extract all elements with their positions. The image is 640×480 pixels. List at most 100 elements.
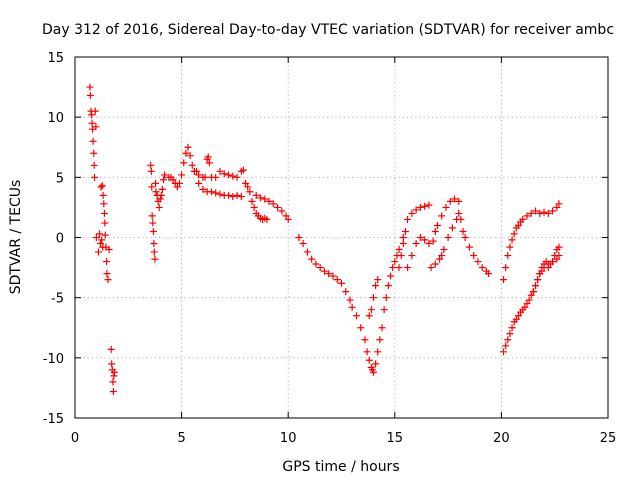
data-point bbox=[91, 107, 99, 115]
data-point bbox=[99, 191, 107, 199]
data-point bbox=[220, 170, 228, 178]
data-point bbox=[404, 215, 412, 223]
y-tick-label: 15 bbox=[47, 51, 64, 66]
data-point bbox=[152, 179, 160, 187]
data-point bbox=[502, 264, 510, 272]
data-point bbox=[103, 270, 111, 278]
data-point bbox=[538, 264, 546, 272]
data-point bbox=[412, 206, 420, 214]
data-point bbox=[295, 234, 303, 241]
data-point bbox=[212, 189, 220, 197]
data-point bbox=[148, 183, 156, 191]
y-tick-label: -5 bbox=[51, 292, 64, 307]
data-point bbox=[237, 193, 245, 201]
y-tick-label: 5 bbox=[56, 171, 64, 186]
data-point bbox=[101, 231, 109, 239]
data-point bbox=[265, 197, 273, 205]
y-tick-label: 10 bbox=[47, 111, 64, 126]
y-axis-title: SDTVAR / TECUs bbox=[8, 180, 24, 295]
data-point bbox=[325, 270, 333, 278]
data-point bbox=[427, 264, 435, 272]
data-point bbox=[551, 252, 559, 260]
data-point bbox=[199, 185, 207, 193]
data-point bbox=[436, 255, 444, 263]
data-point bbox=[261, 195, 269, 203]
data-point bbox=[500, 348, 508, 356]
data-point bbox=[555, 200, 563, 208]
data-point bbox=[303, 248, 311, 256]
data-point bbox=[342, 288, 350, 296]
data-point bbox=[169, 176, 177, 184]
data-point bbox=[540, 208, 548, 216]
data-point bbox=[448, 224, 456, 232]
data-point bbox=[109, 388, 117, 396]
data-point bbox=[90, 161, 98, 169]
data-point bbox=[263, 215, 271, 223]
data-point bbox=[504, 252, 512, 260]
data-point bbox=[399, 234, 407, 241]
data-point bbox=[416, 234, 424, 241]
data-point bbox=[519, 215, 527, 223]
data-point bbox=[274, 203, 282, 211]
data-point bbox=[474, 258, 482, 266]
data-point bbox=[147, 161, 155, 169]
data-point bbox=[182, 149, 190, 157]
data-point bbox=[233, 191, 241, 199]
y-tick-label: -15 bbox=[43, 412, 64, 427]
data-point bbox=[190, 167, 198, 175]
data-point bbox=[97, 183, 105, 191]
data-point bbox=[536, 209, 544, 217]
x-tick-label: 10 bbox=[280, 431, 297, 446]
data-point bbox=[312, 260, 320, 268]
data-point bbox=[229, 193, 237, 201]
data-point bbox=[438, 252, 446, 260]
data-point bbox=[244, 183, 252, 191]
data-point bbox=[98, 236, 106, 244]
data-point bbox=[461, 234, 469, 241]
x-tick-label: 5 bbox=[177, 431, 185, 446]
data-point bbox=[433, 221, 441, 229]
data-point bbox=[149, 219, 157, 227]
data-point bbox=[553, 255, 561, 263]
data-point bbox=[514, 221, 522, 229]
data-point bbox=[527, 291, 535, 299]
data-point bbox=[94, 248, 102, 256]
data-point bbox=[553, 203, 561, 211]
data-point bbox=[523, 300, 531, 308]
data-point bbox=[92, 123, 100, 131]
data-point bbox=[391, 258, 399, 266]
data-point bbox=[527, 209, 535, 217]
data-point bbox=[455, 209, 463, 217]
data-point bbox=[225, 191, 233, 199]
x-tick-label: 0 bbox=[71, 431, 79, 446]
data-point bbox=[308, 255, 316, 263]
data-point bbox=[333, 276, 341, 284]
data-point bbox=[212, 173, 220, 181]
x-tick-label: 20 bbox=[493, 431, 510, 446]
data-point bbox=[316, 264, 324, 272]
data-point bbox=[91, 173, 99, 181]
axis-ticks bbox=[74, 56, 609, 419]
data-point bbox=[242, 179, 250, 187]
data-point bbox=[508, 236, 516, 244]
data-point bbox=[457, 215, 465, 223]
data-point bbox=[101, 219, 109, 227]
x-tick-label: 15 bbox=[387, 431, 404, 446]
data-point bbox=[389, 264, 397, 272]
data-point bbox=[440, 246, 448, 254]
data-point bbox=[284, 215, 292, 223]
data-point bbox=[369, 294, 377, 302]
x-tick-label: 25 bbox=[600, 431, 617, 446]
data-point bbox=[352, 312, 360, 320]
data-point bbox=[161, 171, 169, 179]
data-point bbox=[536, 270, 544, 278]
data-point bbox=[404, 264, 412, 272]
data-point bbox=[508, 324, 516, 332]
y-tick-label: -10 bbox=[43, 352, 64, 367]
data-point bbox=[348, 303, 356, 311]
data-point bbox=[256, 194, 264, 202]
data-point bbox=[372, 282, 380, 290]
data-point bbox=[216, 190, 224, 198]
data-point bbox=[374, 348, 382, 356]
data-point bbox=[438, 212, 446, 220]
